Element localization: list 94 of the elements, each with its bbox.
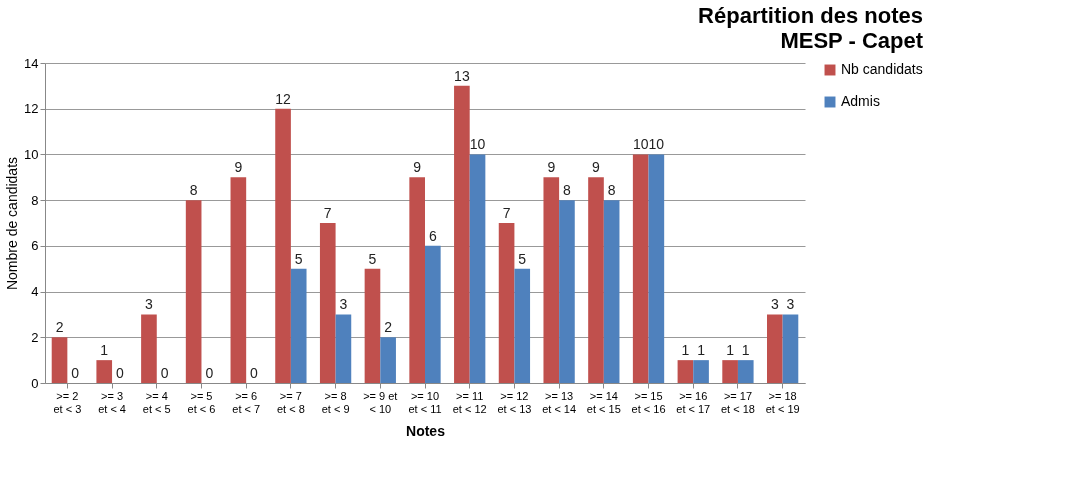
data-label: 8 [563, 182, 572, 199]
data-label: 1 [697, 342, 706, 359]
bar [722, 360, 738, 383]
x-axis-title: Notes [406, 422, 446, 439]
y-tick-label: 12 [24, 101, 39, 117]
data-label: 7 [323, 205, 332, 221]
bar [141, 314, 157, 383]
x-tick-label: >= 9 et < 10 [363, 389, 398, 415]
bar [425, 245, 441, 383]
data-label: 2 [384, 319, 393, 336]
bar [409, 177, 425, 383]
data-label: 7 [502, 205, 511, 221]
y-axis-title: Nombre de candidats [4, 156, 21, 291]
bar [603, 200, 620, 383]
x-tick-label: >= 16 et < 17 [676, 389, 711, 415]
bar [275, 108, 291, 383]
bar [380, 337, 396, 383]
y-tick-label: 0 [31, 375, 39, 391]
legend-label: Admis [841, 93, 880, 109]
bar [514, 268, 531, 383]
data-label: 0 [71, 365, 80, 381]
x-tick-label: >= 17 et < 18 [720, 389, 755, 415]
data-label: 8 [607, 182, 616, 199]
data-label: 0 [205, 365, 214, 381]
bar [677, 360, 694, 383]
data-label: 5 [294, 250, 303, 267]
bar [335, 314, 352, 383]
data-label: 2 [55, 319, 64, 336]
bar [632, 154, 649, 383]
bar [364, 268, 381, 383]
y-tick-label: 10 [24, 146, 39, 162]
x-tick-label: >= 5 et < 6 [187, 389, 216, 415]
x-tick-label: >= 13 et < 14 [542, 389, 577, 415]
data-label: 9 [234, 159, 243, 176]
data-label: 3 [786, 296, 795, 313]
x-tick-label: >= 8 et < 9 [321, 389, 350, 415]
bar [767, 314, 783, 383]
x-tick-label: >= 14 et < 15 [586, 389, 621, 415]
bar [648, 154, 665, 383]
bar [737, 360, 754, 383]
chart-title: Répartition des notes [698, 3, 923, 28]
data-label: 5 [518, 250, 527, 267]
data-label: 10 [648, 136, 665, 153]
bar [454, 85, 470, 383]
bar [559, 200, 575, 383]
x-tick-label: >= 4 et < 5 [142, 389, 171, 415]
data-label: 1 [100, 342, 109, 359]
bar [782, 314, 799, 383]
data-label: 9 [592, 159, 601, 176]
data-label: 3 [339, 296, 348, 313]
data-label: 1 [741, 342, 750, 359]
bar [498, 223, 515, 383]
text: MESP - Capet [780, 28, 924, 53]
data-label: 3 [145, 296, 154, 313]
data-label: 10 [469, 136, 486, 153]
bar [51, 337, 68, 383]
x-tick-label: >= 12 et < 13 [497, 389, 532, 415]
bar [96, 360, 113, 383]
data-label: 3 [770, 296, 779, 313]
data-label: 12 [275, 90, 292, 107]
data-label: 1 [681, 342, 690, 359]
bar [693, 360, 709, 383]
x-tick-label: >= 11 et < 12 [452, 389, 487, 415]
x-tick-label: >= 7 et < 8 [276, 389, 305, 415]
bar [290, 268, 307, 383]
x-tick-label: >= 6 et < 7 [232, 389, 261, 415]
data-label: 0 [160, 365, 169, 381]
data-label: 13 [454, 67, 470, 84]
data-label: 6 [428, 227, 437, 244]
x-tick-label: >= 15 et < 16 [631, 389, 666, 415]
data-label: 1 [726, 342, 735, 359]
y-tick-label: 6 [31, 238, 39, 254]
x-tick-label: >= 2 et < 3 [53, 389, 82, 415]
bar [543, 177, 560, 383]
legend-label: Nb candidats [841, 61, 923, 77]
x-tick-label: >= 10 et < 11 [408, 389, 442, 415]
y-tick-label: 8 [31, 192, 39, 208]
data-label: 10 [632, 136, 649, 153]
y-tick-label: 4 [31, 284, 39, 300]
bar [319, 223, 336, 383]
bar [185, 200, 202, 383]
data-label: 9 [547, 159, 556, 176]
x-tick-label: >= 3 et < 4 [98, 389, 126, 415]
data-label: 0 [115, 365, 124, 381]
y-tick-label: 2 [31, 329, 39, 345]
data-label: 8 [189, 182, 198, 199]
data-label: 9 [413, 159, 422, 176]
bar [469, 154, 486, 383]
bar [230, 177, 247, 383]
x-tick-label: >= 18 et < 19 [765, 389, 800, 415]
y-tick-label: 14 [24, 55, 39, 71]
bar [588, 177, 604, 383]
data-label: 5 [368, 250, 377, 267]
data-label: 0 [250, 365, 259, 381]
